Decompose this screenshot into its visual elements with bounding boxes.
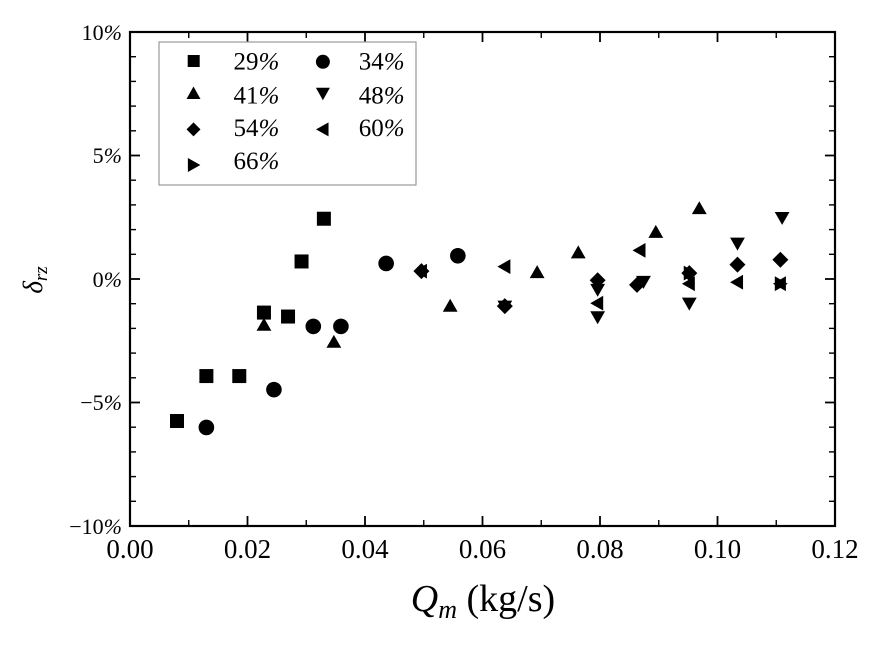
svg-text:0.04: 0.04: [341, 534, 389, 564]
svg-text:0.12: 0.12: [811, 534, 858, 564]
svg-text:41%: 41%: [234, 82, 280, 109]
svg-text:29%: 29%: [234, 48, 280, 75]
svg-text:10%: 10%: [82, 20, 122, 45]
svg-text:54%: 54%: [234, 115, 280, 142]
svg-text:60%: 60%: [359, 115, 405, 142]
svg-text:−5%: −5%: [80, 390, 122, 415]
svg-text:48%: 48%: [359, 82, 405, 109]
svg-text:0.02: 0.02: [224, 534, 271, 564]
svg-text:0.08: 0.08: [576, 534, 623, 564]
svg-text:34%: 34%: [359, 48, 405, 75]
svg-text:0.00: 0.00: [106, 534, 153, 564]
svg-text:Qm (kg/s): Qm (kg/s): [411, 578, 555, 624]
svg-text:0.10: 0.10: [694, 534, 741, 564]
svg-text:66%: 66%: [234, 148, 280, 175]
svg-text:0%: 0%: [93, 267, 122, 292]
svg-text:δrz: δrz: [18, 266, 52, 294]
svg-text:5%: 5%: [93, 143, 122, 168]
svg-text:0.06: 0.06: [459, 534, 506, 564]
